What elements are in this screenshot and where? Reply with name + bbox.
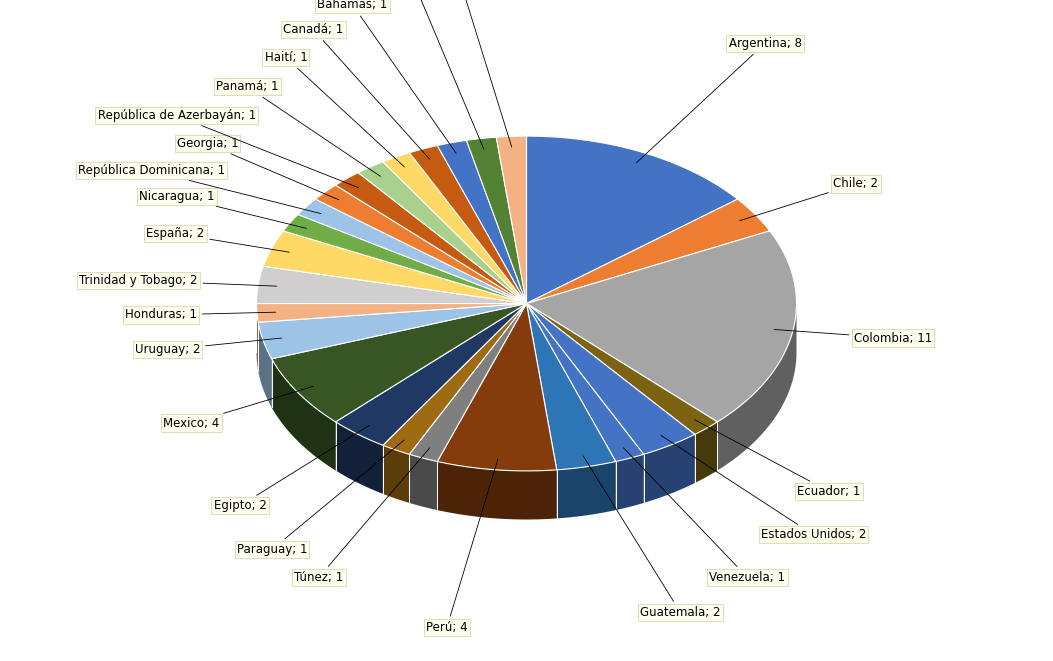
Text: Haití; 1: Haití; 1 <box>264 51 404 167</box>
Polygon shape <box>526 303 616 470</box>
Text: Paraguay; 1: Paraguay; 1 <box>237 440 404 556</box>
Text: Panamá; 1: Panamá; 1 <box>216 80 380 176</box>
Polygon shape <box>526 136 737 303</box>
Text: Honduras; 1: Honduras; 1 <box>125 309 276 321</box>
Text: Uruguay; 2: Uruguay; 2 <box>135 338 281 356</box>
Polygon shape <box>695 422 717 483</box>
Text: Georgia; 1: Georgia; 1 <box>177 137 339 200</box>
Polygon shape <box>258 323 272 407</box>
Text: Marruecos; 1: Marruecos; 1 <box>420 0 512 147</box>
Polygon shape <box>336 173 526 303</box>
Text: Chile; 2: Chile; 2 <box>739 177 878 221</box>
Polygon shape <box>437 303 557 471</box>
Polygon shape <box>496 136 526 303</box>
Polygon shape <box>526 199 770 303</box>
Polygon shape <box>257 303 526 323</box>
Text: Venezuela; 1: Venezuela; 1 <box>623 447 786 584</box>
Polygon shape <box>283 214 526 303</box>
Polygon shape <box>316 185 526 303</box>
Text: Trinidad y Tobago; 2: Trinidad y Tobago; 2 <box>79 274 277 287</box>
Text: República Dominicana; 1: República Dominicana; 1 <box>78 165 321 214</box>
Polygon shape <box>643 434 695 503</box>
Polygon shape <box>437 461 557 520</box>
Polygon shape <box>466 137 526 303</box>
Polygon shape <box>336 303 526 446</box>
Polygon shape <box>526 303 695 454</box>
Text: Bahamas; 1: Bahamas; 1 <box>317 0 456 153</box>
Polygon shape <box>272 359 336 471</box>
Text: Mexico; 4: Mexico; 4 <box>163 386 314 430</box>
Text: Egipto; 2: Egipto; 2 <box>214 426 370 512</box>
Text: Túnez; 1: Túnez; 1 <box>294 448 430 584</box>
Polygon shape <box>437 140 526 303</box>
Text: Guatemala; 2: Guatemala; 2 <box>583 456 721 619</box>
Polygon shape <box>410 303 526 461</box>
Text: Brasil; 1: Brasil; 1 <box>391 0 483 149</box>
Polygon shape <box>258 303 526 359</box>
Text: Colombia; 11: Colombia; 11 <box>774 329 932 344</box>
Polygon shape <box>257 266 526 303</box>
Polygon shape <box>526 303 643 461</box>
Polygon shape <box>383 446 410 503</box>
Polygon shape <box>358 162 526 303</box>
Text: Canadá; 1: Canadá; 1 <box>283 23 430 159</box>
Text: Nicaragua; 1: Nicaragua; 1 <box>139 190 306 228</box>
Polygon shape <box>298 199 526 303</box>
Text: Perú; 4: Perú; 4 <box>426 459 498 634</box>
Polygon shape <box>272 303 526 422</box>
Polygon shape <box>263 231 526 303</box>
Text: Estados Unidos; 2: Estados Unidos; 2 <box>661 436 867 541</box>
Polygon shape <box>410 454 437 510</box>
Polygon shape <box>410 145 526 303</box>
Text: España; 2: España; 2 <box>146 227 290 253</box>
Polygon shape <box>336 422 383 494</box>
Polygon shape <box>526 231 796 422</box>
Text: Argentina; 8: Argentina; 8 <box>636 37 801 163</box>
Polygon shape <box>526 303 717 434</box>
Polygon shape <box>616 454 643 510</box>
Text: Ecuador; 1: Ecuador; 1 <box>695 420 860 498</box>
Polygon shape <box>717 303 796 471</box>
Polygon shape <box>383 153 526 303</box>
Polygon shape <box>257 303 258 371</box>
Polygon shape <box>557 461 616 518</box>
Polygon shape <box>383 303 526 454</box>
Text: República de Azerbayán; 1: República de Azerbayán; 1 <box>98 109 358 188</box>
